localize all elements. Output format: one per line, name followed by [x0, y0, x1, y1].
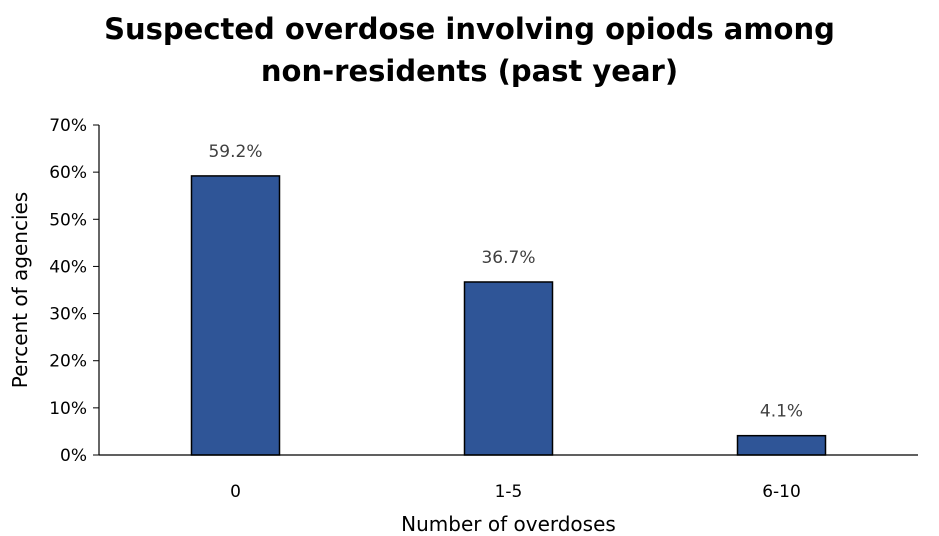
y-axis-ticks: 0% 10% 20% 30% 40% 50% 60% 70%: [49, 116, 99, 466]
data-label: 36.7%: [481, 248, 535, 268]
x-axis-title: Number of overdoses: [401, 512, 616, 536]
bar-6-10: [736, 434, 827, 456]
y-tick-label: 40%: [49, 257, 87, 277]
bar-1-5: [463, 281, 554, 456]
x-axis-ticks: 0 1-5 6-10: [230, 482, 801, 502]
chart-title-line-2: non-residents (past year): [260, 54, 679, 88]
y-tick-label: 50%: [49, 210, 87, 230]
y-tick-label: 10%: [49, 399, 87, 419]
data-label: 59.2%: [208, 142, 262, 162]
y-tick-label: 60%: [49, 163, 87, 183]
y-tick-label: 30%: [49, 305, 87, 325]
bar-0: [190, 175, 281, 456]
y-tick-label: 70%: [49, 116, 87, 136]
y-axis-title: Percent of agencies: [8, 192, 32, 388]
y-tick-label: 20%: [49, 352, 87, 372]
y-tick-label: 0%: [60, 446, 87, 466]
chart-title-line-1: Suspected overdose involving opiods amon…: [104, 12, 835, 46]
x-tick-label: 0: [230, 482, 241, 502]
chart-title: Suspected overdose involving opiods amon…: [0, 8, 939, 92]
bars: [190, 175, 827, 456]
x-tick-label: 1-5: [495, 482, 523, 502]
data-label: 4.1%: [760, 402, 803, 422]
data-labels: 59.2% 36.7% 4.1%: [208, 142, 803, 422]
x-tick-label: 6-10: [762, 482, 801, 502]
